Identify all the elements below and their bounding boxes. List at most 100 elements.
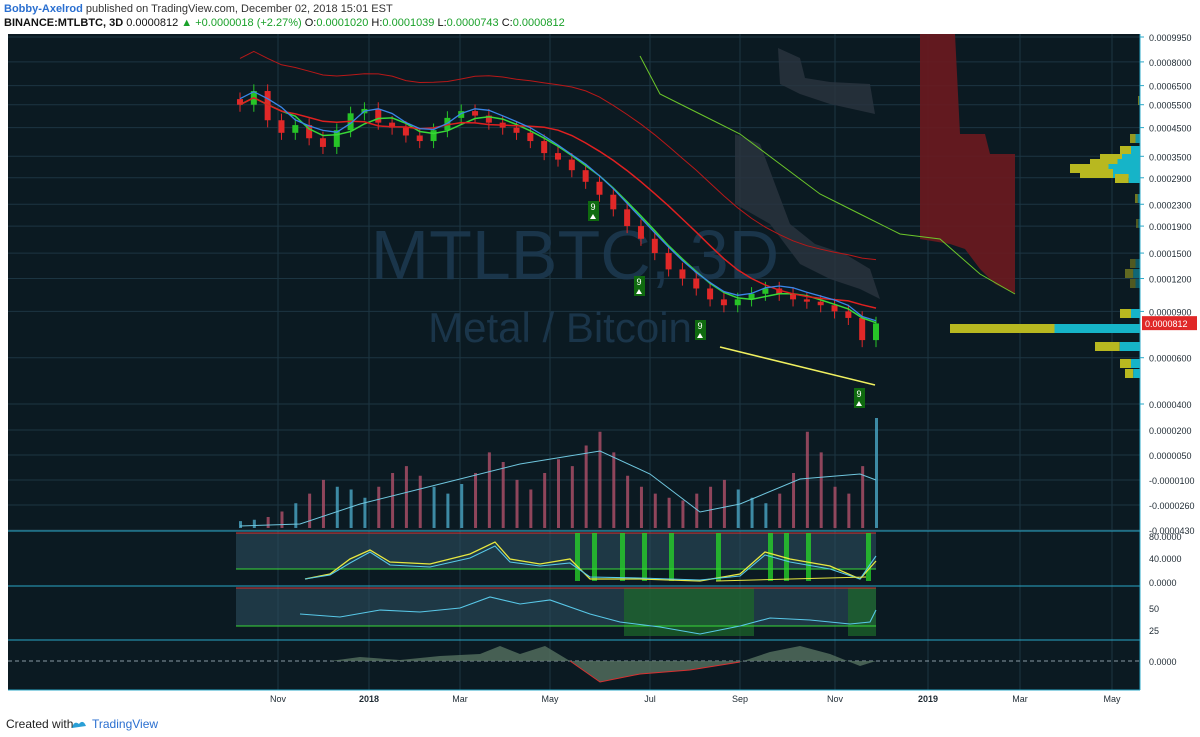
volume-bar [639, 486, 643, 528]
macd-line [569, 660, 741, 683]
volume-tick-label: -0.0000100 [1149, 476, 1195, 486]
volume-bar [460, 484, 464, 528]
low-value: 0.0000743 [446, 17, 499, 29]
candle-body [803, 299, 810, 302]
cloud-span-b-line [239, 50, 877, 261]
up-arrow-icon [697, 333, 703, 338]
volume-bars [239, 418, 878, 528]
open-value: 0.0001020 [316, 17, 369, 29]
candle-body [375, 108, 382, 123]
volume-bar [653, 493, 657, 528]
volume-bar [418, 475, 422, 528]
volume-bar [722, 479, 726, 528]
volume-profile-bar [1054, 324, 1140, 333]
candle-body [416, 135, 423, 142]
volume-bar [695, 493, 699, 528]
volume-profile-bar [1113, 169, 1140, 178]
volume-profile-bar [1130, 134, 1136, 143]
tradingview-brand[interactable]: TradingView [92, 717, 159, 731]
high-value: 0.0001039 [382, 17, 435, 29]
rsi-signal-bar [642, 533, 647, 581]
low-label: L: [437, 17, 447, 29]
candle-body [873, 323, 879, 341]
up-arrow-icon [636, 289, 642, 294]
volume-bar [584, 445, 588, 528]
volume-profile-bar [1130, 259, 1136, 268]
candles [237, 84, 879, 348]
volume-profile-bar [1120, 309, 1131, 318]
x-tick-label: Mar [1012, 694, 1028, 704]
volume-profile-bar [950, 324, 1055, 333]
candle-body [555, 153, 561, 160]
price-tick-label: 0.0006500 [1149, 82, 1192, 92]
volume-profile-bar [1080, 169, 1113, 178]
td-sequential-marker: 9 [634, 276, 645, 296]
rsi2-tick-label: 50 [1149, 604, 1159, 614]
rsi-tick-label: 0.0000 [1149, 578, 1177, 588]
rsi-signal-bar [806, 533, 811, 581]
volume-bar [667, 497, 671, 528]
current-price-tag [1142, 316, 1197, 331]
volume-profile-bar [1115, 174, 1129, 183]
price-tick-label: 0.0001500 [1149, 249, 1192, 259]
volume-profile-bar [1130, 279, 1136, 288]
candle-body [610, 194, 617, 210]
volume-tick-label: -0.0000430 [1149, 526, 1195, 536]
rsi-trendline [715, 576, 867, 582]
volume-tick-label: 0.0000050 [1149, 451, 1192, 461]
price-tick-label: 0.0000400 [1149, 400, 1192, 410]
candle-body [527, 132, 534, 142]
volume-profile-bar [1133, 269, 1140, 278]
candle-body [734, 299, 741, 306]
td-sequential-marker: 9 [588, 201, 599, 221]
volume-bar [363, 497, 367, 528]
volume-profile-bar [1131, 359, 1140, 368]
rsi-tick-label: 80.0000 [1149, 532, 1182, 542]
price-tick-label: 0.0008000 [1149, 58, 1192, 68]
volume-bar [266, 517, 270, 528]
macd-tick-label: 0.0000 [1149, 657, 1177, 667]
volume-bar [612, 452, 616, 528]
chikou-line [639, 55, 1016, 295]
volume-bar [239, 521, 242, 528]
volume-profile-bar [1100, 154, 1122, 163]
x-tick-label: Jul [644, 694, 656, 704]
candle-body [817, 301, 824, 306]
rsi2-zone [848, 588, 876, 636]
candle-body [637, 226, 644, 239]
publish-line: Bobby-Axelrod published on TradingView.c… [4, 3, 393, 15]
volume-bar [778, 493, 782, 528]
price-tick-label: 0.0009950 [1149, 34, 1192, 43]
price-tick-label: 0.0001900 [1149, 222, 1192, 232]
price-chart[interactable]: 0.0009950 0.0008000 0.0006500 0.0005500 0.00… [0, 34, 1200, 708]
volume-bar [321, 479, 325, 528]
candle-body [651, 238, 658, 254]
td-marker-box [854, 388, 865, 408]
volume-bar [861, 466, 865, 528]
price-tick-label: 0.0000900 [1149, 307, 1192, 317]
volume-bar [681, 500, 685, 528]
volume-bar [529, 489, 533, 528]
td-sequential-marker: 9 [854, 388, 865, 408]
candle-body [278, 120, 285, 133]
price-tick-label: 0.0002900 [1149, 174, 1192, 184]
volume-profile-bar [1131, 309, 1140, 318]
volume-bar [875, 418, 878, 528]
volume-profile-bar [1135, 279, 1140, 288]
author-link[interactable]: Bobby-Axelrod [4, 3, 83, 15]
kijun-line [239, 90, 877, 322]
volume-bar [252, 519, 256, 528]
volume-bar [736, 489, 740, 528]
rsi2-line [299, 596, 877, 635]
volume-bar [833, 486, 837, 528]
ichimoku-cloud-past [735, 134, 880, 299]
candle-body [596, 181, 603, 195]
price-axis-background [1140, 34, 1200, 708]
price-tick-label: 0.0004500 [1149, 124, 1192, 134]
candle-body [513, 127, 520, 133]
candle-body [389, 122, 396, 128]
volume-bar [391, 473, 395, 528]
current-price-label: 0.0000812 [1145, 319, 1188, 329]
volume-profile-bar [1125, 369, 1134, 378]
volume-bar [377, 486, 381, 528]
